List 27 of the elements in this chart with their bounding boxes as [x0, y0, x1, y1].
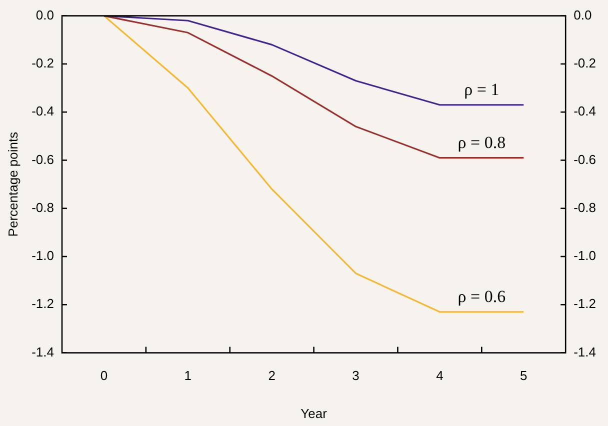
y-tick-label: -0.6: [32, 152, 54, 167]
y2-tick-label: -1.0: [574, 248, 596, 264]
y-tick-label: -0.8: [32, 200, 54, 215]
series-label: ρ = 0.8: [458, 132, 506, 152]
y-axis-title: Percentage points: [5, 131, 20, 237]
y2-tick-label: -1.4: [574, 344, 596, 360]
y2-tick-label: 0.0: [574, 7, 592, 22]
y2-tick-label: -0.2: [574, 56, 596, 71]
y-tick-label: -1.2: [32, 296, 54, 312]
x-tick-label: 4: [436, 368, 444, 384]
series-label: ρ = 0.6: [458, 286, 506, 306]
y-tick-label: 0.0: [36, 7, 54, 22]
y-tick-label: -1.0: [32, 248, 54, 264]
x-tick-label: 0: [100, 368, 108, 384]
x-tick-label: 5: [520, 368, 528, 384]
series-label: ρ = 1: [464, 80, 500, 99]
x-tick-label: 1: [184, 368, 192, 384]
y2-tick-label: -1.2: [574, 296, 596, 312]
y2-tick-label: -0.6: [574, 152, 596, 167]
y2-tick-label: -0.4: [574, 104, 596, 119]
x-tick-label: 3: [352, 368, 360, 384]
y-tick-label: -0.2: [32, 56, 54, 71]
y-tick-label: -0.4: [32, 104, 54, 119]
x-tick-label: 2: [268, 368, 276, 384]
y-tick-label: -1.4: [32, 344, 54, 360]
x-axis-title: Year: [300, 406, 328, 421]
y2-tick-label: -0.8: [574, 200, 596, 215]
